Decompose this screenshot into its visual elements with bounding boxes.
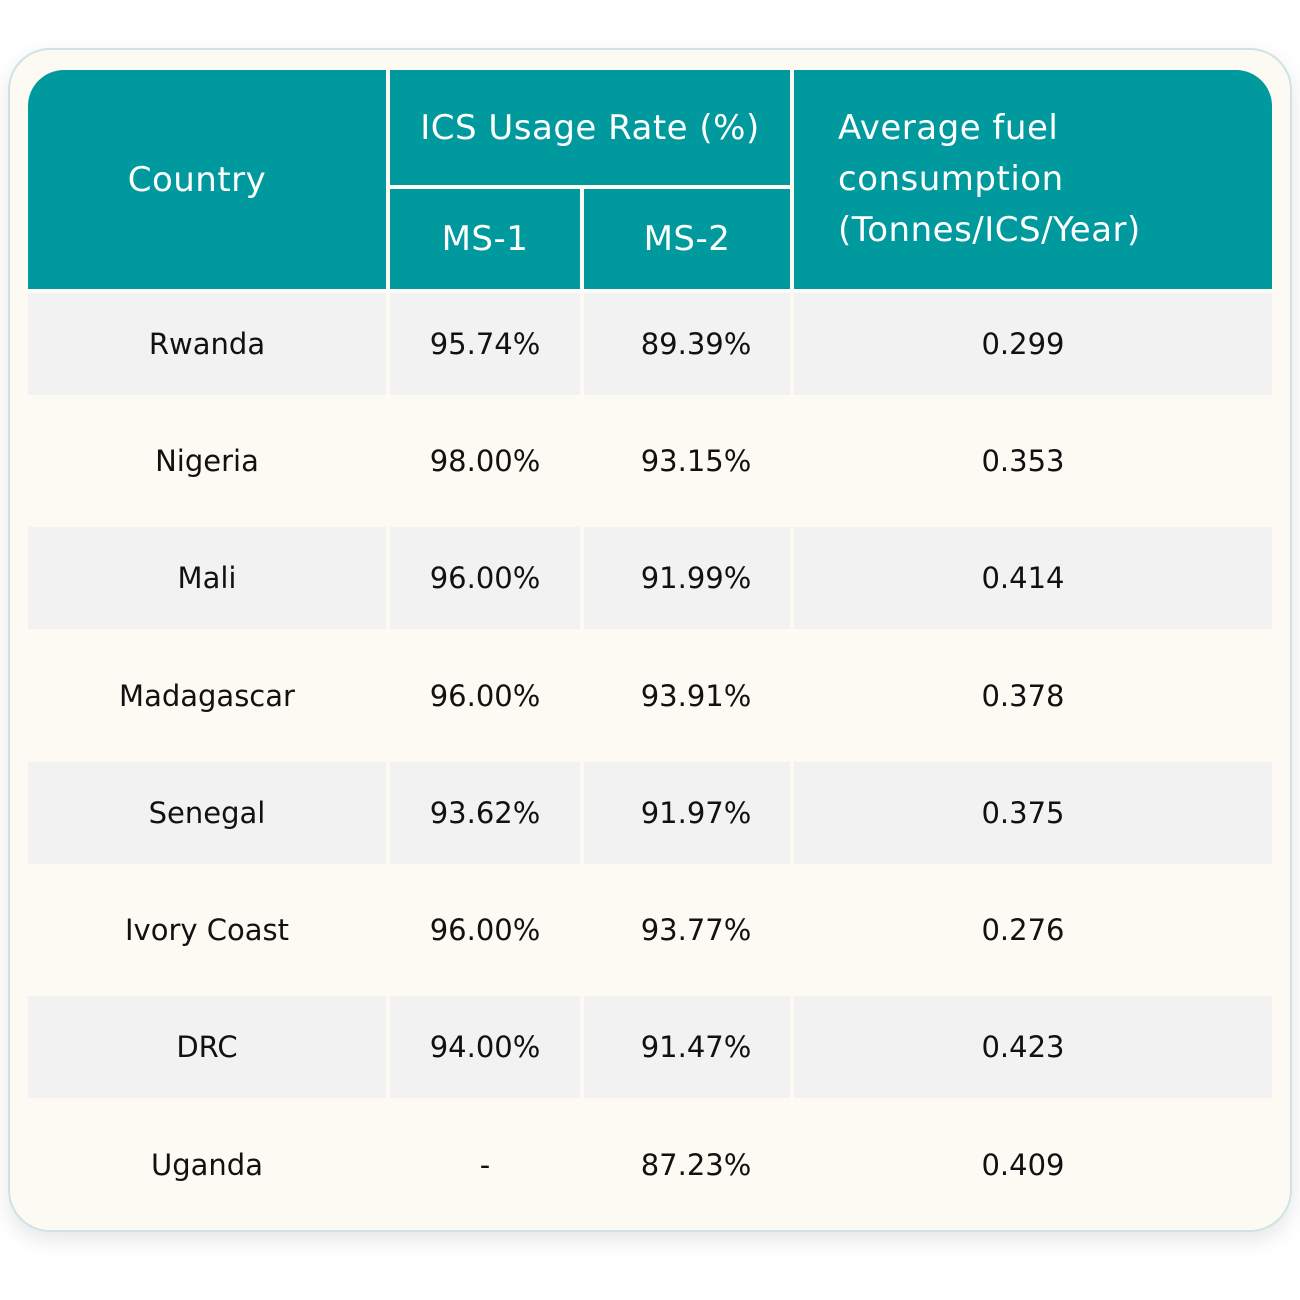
cell-ms1: 96.00%	[390, 527, 580, 629]
table-row: Rwanda 95.74% 89.39% 0.299	[28, 293, 1272, 395]
cell-ms2: 91.97%	[584, 762, 790, 864]
cell-ms2: 93.15%	[584, 410, 790, 512]
header-fuel-line-1: Average fuel	[838, 108, 1059, 148]
table-row: DRC 94.00% 91.47% 0.423	[28, 996, 1272, 1098]
cell-fuel: 0.423	[794, 996, 1272, 1098]
header-fuel-line-2: consumption	[838, 159, 1064, 199]
table-row: Madagascar 96.00% 93.91% 0.378	[28, 645, 1272, 747]
header-ms2: MS-2	[584, 189, 790, 289]
cell-ms1: 96.00%	[390, 879, 580, 981]
cell-fuel: 0.375	[794, 762, 1272, 864]
data-table: Country ICS Usage Rate (%) MS-1 MS-2 Ave…	[28, 70, 1272, 1216]
header-country: Country	[28, 70, 386, 289]
cell-country: Rwanda	[28, 293, 386, 395]
cell-country: DRC	[28, 996, 386, 1098]
cell-country: Mali	[28, 527, 386, 629]
table-row: Uganda -87.23% 0.409	[28, 1113, 1272, 1216]
cell-country: Uganda	[28, 1113, 386, 1216]
cell-ms1: 96.00%	[390, 645, 580, 747]
header-fuel-line-3: (Tonnes/ICS/Year)	[838, 210, 1141, 250]
cell-fuel: 0.299	[794, 293, 1272, 395]
cell-ms1: 95.74%	[390, 293, 580, 395]
cell-fuel: 0.353	[794, 410, 1272, 512]
cell-fuel: 0.409	[794, 1113, 1272, 1216]
cell-ms1: 94.00%	[390, 996, 580, 1098]
header-average-fuel-consumption: Average fuel consumption (Tonnes/ICS/Yea…	[794, 70, 1272, 289]
header-ms1: MS-1	[390, 189, 580, 289]
cell-ms2: 91.99%	[584, 527, 790, 629]
cell-ms1: 93.62%	[390, 762, 580, 864]
cell-fuel: 0.414	[794, 527, 1272, 629]
cell-country: Nigeria	[28, 410, 386, 512]
cell-country: Ivory Coast	[28, 879, 386, 981]
cell-ms2: 87.23%	[584, 1113, 790, 1216]
cell-ms1: 98.00%	[390, 410, 580, 512]
header-ics-usage-rate: ICS Usage Rate (%)	[390, 70, 790, 185]
cell-ms1: -	[390, 1113, 580, 1216]
cell-fuel: 0.276	[794, 879, 1272, 981]
cell-ms2: 91.47%	[584, 996, 790, 1098]
table-row: Ivory Coast 96.00% 93.77% 0.276	[28, 879, 1272, 981]
cell-country: Madagascar	[28, 645, 386, 747]
cell-fuel: 0.378	[794, 645, 1272, 747]
table-row: Nigeria 98.00% 93.15% 0.353	[28, 410, 1272, 512]
cell-country: Senegal	[28, 762, 386, 864]
cell-ms2: 89.39%	[584, 293, 790, 395]
table-row: Senegal 93.62% 91.97% 0.375	[28, 762, 1272, 864]
table-row: Mali 96.00% 91.99% 0.414	[28, 527, 1272, 629]
cell-ms2: 93.77%	[584, 879, 790, 981]
cell-ms2: 93.91%	[584, 645, 790, 747]
